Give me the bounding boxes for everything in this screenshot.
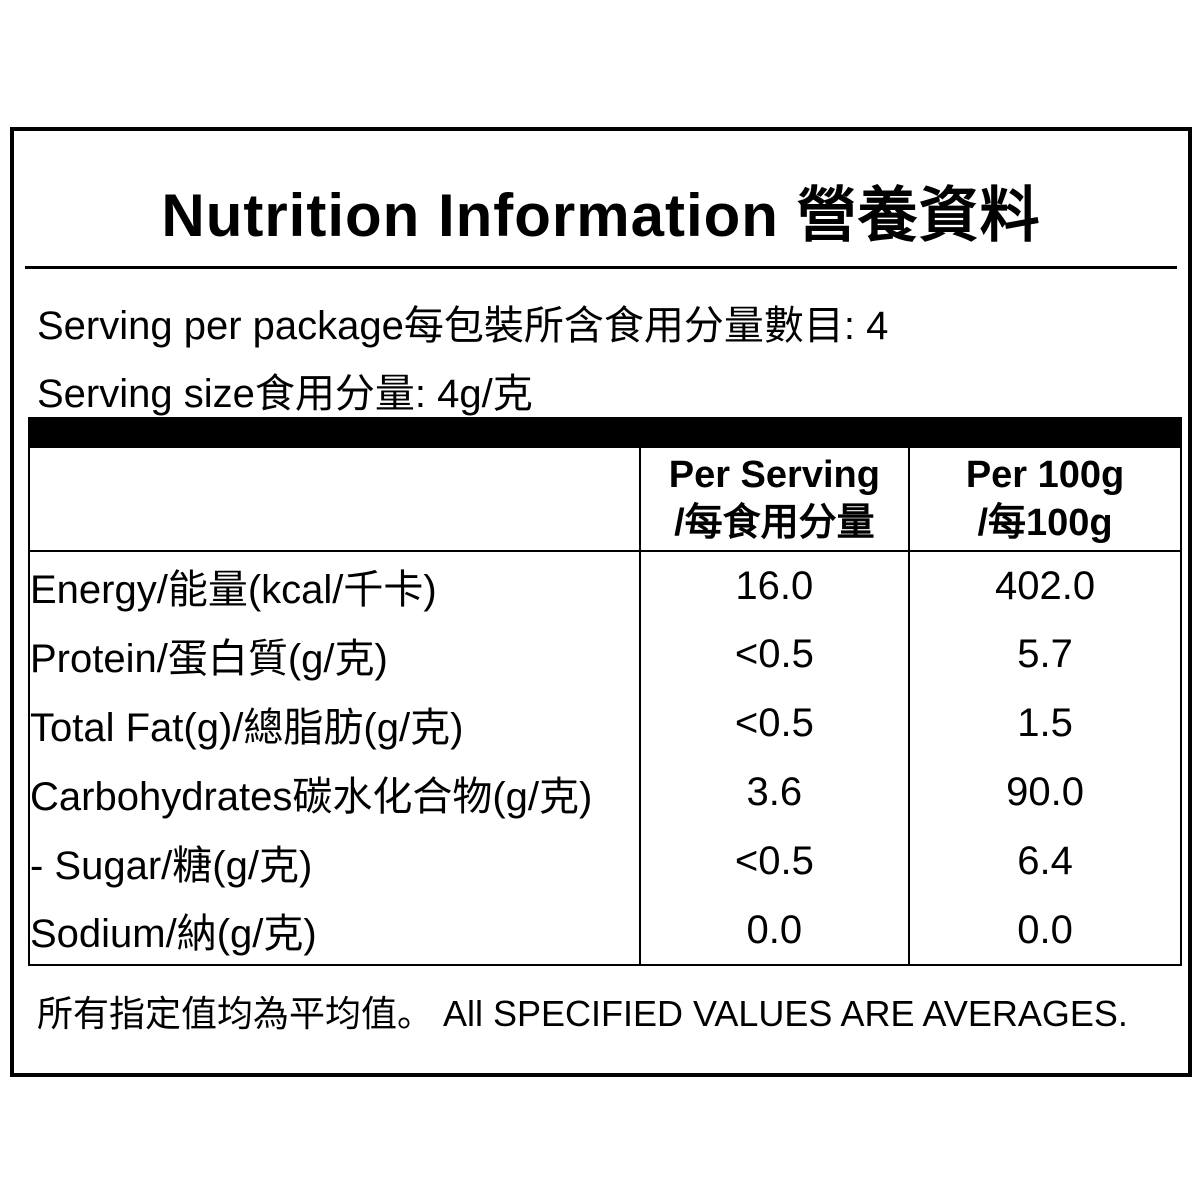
table-row-protein: Protein/蛋白質(g/克) <0.5 5.7 (28, 620, 1182, 689)
per-serving-value: <0.5 (638, 689, 911, 758)
per-serving-value: 0.0 (638, 896, 911, 965)
table-top-bar (28, 417, 1182, 446)
nutrition-table-wrap: Per Serving /每食用分量 Per 100g /每100g Energ… (28, 417, 1182, 966)
per-100g-value: 6.4 (908, 827, 1182, 896)
row-name-cell: Total Fat(g)/總脂肪(g/克) (28, 689, 641, 758)
row-name-cell: Carbohydrates碳水化合物(g/克) (28, 758, 641, 827)
header-item-cell (28, 447, 641, 552)
per-serving-value: 16.0 (638, 551, 911, 620)
table-row-sodium: Sodium/納(g/克) 0.0 0.0 (28, 896, 1182, 965)
table-row-sugar: - Sugar/糖(g/克) <0.5 6.4 (28, 827, 1182, 896)
per-100g-value: 402.0 (908, 551, 1182, 620)
header-per-100g-en: Per 100g (965, 454, 1125, 496)
header-per-serving-en: Per Serving (668, 454, 880, 496)
nutrition-label-box: Nutrition Information 營養資料 Serving per p… (10, 127, 1192, 1077)
header-per-100g-zh: /每100g (977, 502, 1113, 544)
per-100g-value: 1.5 (908, 689, 1182, 758)
row-name-cell: Energy/能量(kcal/千卡) (28, 551, 641, 620)
page-title: Nutrition Information 營養資料 (161, 182, 1041, 249)
per-100g-value: 0.0 (908, 896, 1182, 965)
header-per-serving-zh: /每食用分量 (674, 502, 875, 544)
per-100g-value: 5.7 (908, 620, 1182, 689)
per-serving-value: 3.6 (638, 758, 911, 827)
per-serving-value: <0.5 (638, 620, 911, 689)
per-100g-value: 90.0 (908, 758, 1182, 827)
serving-per-package-text: Serving per package每包裝所含食用分量數目: 4 (37, 304, 889, 348)
table-row-energy: Energy/能量(kcal/千卡) 16.0 402.0 (28, 551, 1182, 620)
table-row-total-fat: Total Fat(g)/總脂肪(g/克) <0.5 1.5 (28, 689, 1182, 758)
row-name-cell: Protein/蛋白質(g/克) (28, 620, 641, 689)
row-name-cell: - Sugar/糖(g/克) (28, 827, 641, 896)
serving-size-text: Serving size食用分量: 4g/克 (37, 372, 533, 416)
nutrition-table: Per Serving /每食用分量 Per 100g /每100g Energ… (28, 446, 1182, 966)
table-header-row: Per Serving /每食用分量 Per 100g /每100g (28, 447, 1182, 552)
per-serving-value: <0.5 (638, 827, 911, 896)
row-name-cell: Sodium/納(g/克) (28, 896, 641, 965)
title-divider (25, 266, 1177, 269)
header-per-serving-cell: Per Serving /每食用分量 (638, 447, 911, 552)
header-per-100g-cell: Per 100g /每100g (908, 447, 1182, 552)
averages-footnote: 所有指定值均為平均值。 All SPECIFIED VALUES ARE AVE… (37, 993, 1128, 1034)
table-row-carbohydrates: Carbohydrates碳水化合物(g/克) 3.6 90.0 (28, 758, 1182, 827)
